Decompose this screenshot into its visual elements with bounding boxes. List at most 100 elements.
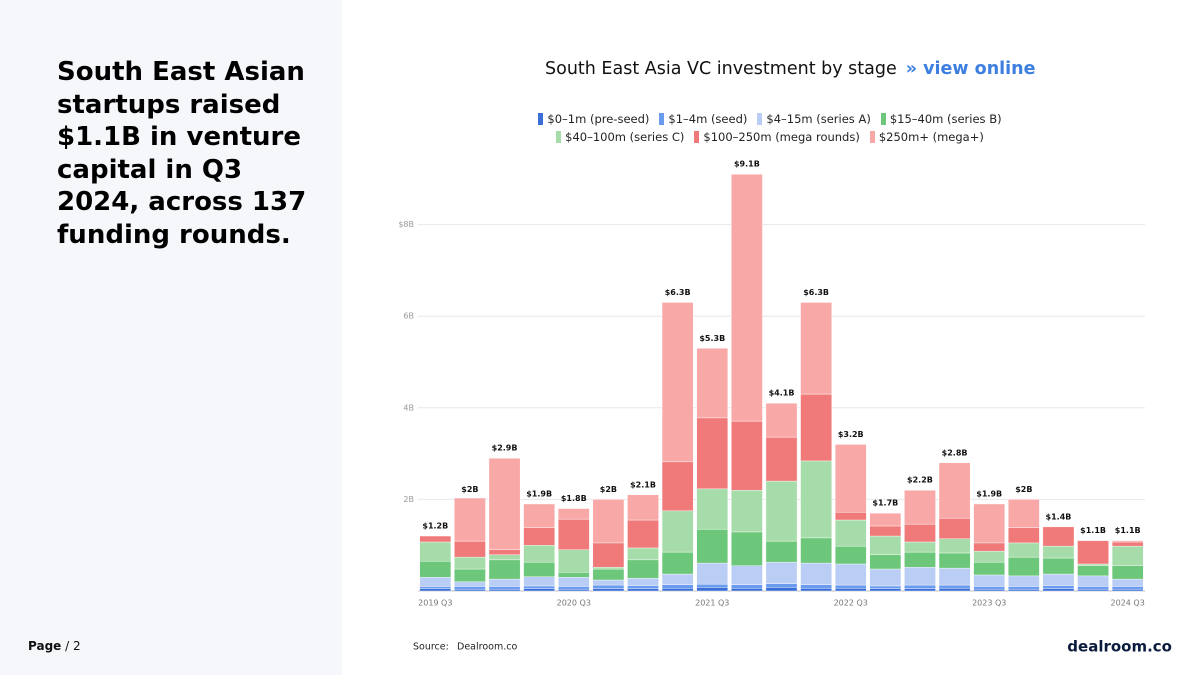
source: Dealroom.co: [457, 642, 517, 653]
legend-label: $250m+ (mega+): [878, 130, 984, 144]
bar-segment: [488, 554, 521, 561]
bar-segment: [800, 584, 832, 589]
bar-segment: [661, 573, 694, 585]
bar-segment: [661, 584, 694, 589]
bar-segment: [834, 584, 867, 589]
legend-item[interactable]: $250m+ (mega+): [869, 130, 984, 144]
legend-item[interactable]: $15–40m (series B): [880, 112, 1002, 126]
bar-segment: [454, 540, 486, 558]
total-label: $9.1B: [734, 160, 760, 169]
total-label: $1.8B: [561, 494, 587, 503]
total-label: $3.2B: [838, 430, 864, 439]
bar-segment: [731, 174, 763, 422]
total-label: $5.3B: [699, 334, 725, 343]
bar-segment: [973, 574, 1005, 587]
bar-segment: [731, 420, 763, 491]
bar-segment: [627, 585, 659, 589]
total-label: $1.9B: [526, 489, 552, 498]
bar-segment: [834, 519, 867, 547]
bar-segment: [938, 588, 971, 592]
view-online-link[interactable]: » view online: [906, 59, 1036, 79]
chart-title: South East Asia VC investment by stage: [545, 59, 897, 79]
bar-segment: [800, 537, 832, 564]
bar-segment: [1042, 588, 1075, 592]
bar-segment: [1111, 586, 1144, 590]
total-label: $6.3B: [803, 288, 829, 297]
total-label: $2.8B: [942, 448, 968, 457]
bar-segment: [973, 586, 1005, 590]
legend-item[interactable]: $4–15m (series A): [757, 112, 871, 126]
bar-segment: [904, 551, 936, 568]
bar-segment: [661, 551, 694, 575]
bar-segment: [558, 586, 590, 590]
bar-segment: [1042, 585, 1075, 589]
bar-segment: [419, 561, 452, 578]
bar-segment: [661, 588, 694, 592]
bar-segment: [1042, 545, 1075, 559]
bar-segment: [558, 588, 590, 592]
left-panel: South East Asian startups raised $1.1B i…: [0, 0, 342, 675]
bar-segment: [592, 499, 625, 544]
bar-segment: [1042, 526, 1075, 547]
legend-swatch: [869, 131, 875, 143]
x-tick-label: 2023 Q3: [972, 599, 1006, 608]
total-label: $1.2B: [422, 522, 448, 531]
bar-segment: [938, 552, 971, 569]
bar-segment: [1111, 541, 1144, 547]
bar-segment: [765, 587, 798, 592]
bar-segment: [454, 556, 486, 570]
bar-segment: [834, 512, 867, 521]
bar-segment: [731, 584, 763, 589]
logo: dealroom.co: [1067, 638, 1172, 656]
bar-segment: [834, 545, 867, 565]
bar-segment: [869, 535, 902, 556]
heading: South East Asian startups raised $1.1B i…: [57, 57, 307, 250]
bar-segment: [523, 588, 555, 592]
bar-segment: [869, 568, 902, 587]
bar-segment: [419, 577, 452, 587]
bar-segment: [558, 518, 590, 550]
bar-segment: [834, 588, 867, 592]
legend-item[interactable]: $40–100m (series C): [556, 130, 684, 144]
legend-item[interactable]: $0–1m (pre-seed): [538, 112, 649, 126]
page-indicator: Page / 2: [28, 639, 81, 653]
legend-swatch: [538, 113, 544, 125]
bar-segment: [1042, 557, 1075, 575]
bar-segment: [696, 528, 729, 564]
bar-segment: [834, 444, 867, 513]
legend-label: $40–100m (series C): [565, 130, 685, 144]
legend-swatch: [659, 113, 665, 125]
bar-segment: [627, 519, 659, 549]
bar-segment: [523, 585, 555, 589]
bar-segment: [973, 588, 1005, 592]
bar-segment: [1008, 542, 1040, 558]
bar-segment: [1077, 586, 1109, 590]
total-label: $2B: [1015, 485, 1032, 494]
total-label: $1.1B: [1115, 526, 1141, 535]
bar-segment: [973, 503, 1005, 544]
total-label: $1.1B: [1080, 526, 1106, 535]
bar-segment: [1111, 578, 1144, 587]
bar-segment: [1008, 575, 1040, 587]
x-tick-label: 2024 Q3: [1111, 599, 1145, 608]
bar-segment: [523, 527, 555, 546]
bar-segment: [1008, 527, 1040, 544]
bar-segment: [731, 490, 763, 533]
bar-segment: [627, 577, 659, 586]
legend-item[interactable]: $1–4m (seed): [659, 112, 747, 126]
bar-segment: [592, 542, 625, 568]
bar-segment: [558, 572, 590, 578]
legend-item[interactable]: $100–250m (mega rounds): [694, 130, 860, 144]
bar-segment: [904, 523, 936, 543]
total-label: $2.1B: [630, 480, 656, 489]
bar-segment: [1111, 588, 1144, 592]
bar-segment: [765, 583, 798, 588]
bar-segment: [523, 503, 555, 528]
bar-segment: [1111, 565, 1144, 580]
total-label: $2B: [461, 485, 478, 494]
bar-segment: [973, 542, 1005, 552]
bar-segment: [800, 393, 832, 462]
bar-segment: [938, 584, 971, 589]
bar-segment: [1111, 545, 1144, 567]
bar-segment: [558, 577, 590, 587]
